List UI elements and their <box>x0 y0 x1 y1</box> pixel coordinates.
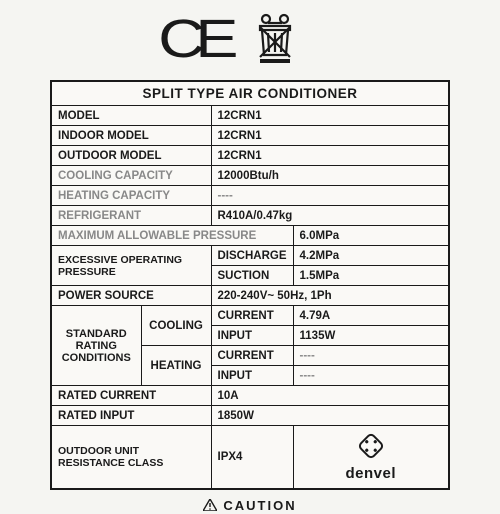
label-cell: MODEL <box>51 106 211 126</box>
table-row: COOLING CAPACITY 12000Btu/h <box>51 166 449 186</box>
label-cell: RATED INPUT <box>51 406 211 426</box>
value-cell: 4.2MPa <box>293 246 449 266</box>
label-cell: MAXIMUM ALLOWABLE PRESSURE <box>51 226 293 246</box>
sub-label-cell: CURRENT <box>211 306 293 326</box>
table-row: MAXIMUM ALLOWABLE PRESSURE 6.0MPa <box>51 226 449 246</box>
table-row: OUTDOOR UNIT RESISTANCE CLASS IPX4 <box>51 426 449 490</box>
value-cell: IPX4 <box>211 426 293 490</box>
label-cell: REFRIGERANT <box>51 206 211 226</box>
value-cell: 1850W <box>211 406 449 426</box>
value-cell: R410A/0.47kg <box>211 206 449 226</box>
label-cell: HEATING CAPACITY <box>51 186 211 206</box>
warning-icon <box>203 499 217 514</box>
label-cell: POWER SOURCE <box>51 286 211 306</box>
label-cell: RATED CURRENT <box>51 386 211 406</box>
table-row: INDOOR MODEL 12CRN1 <box>51 126 449 146</box>
table-row: HEATING CAPACITY ---- <box>51 186 449 206</box>
value-cell: 12CRN1 <box>211 126 449 146</box>
compliance-symbols: CE <box>164 8 295 70</box>
label-cell: OUTDOOR UNIT RESISTANCE CLASS <box>51 426 211 490</box>
table-row: OUTDOOR MODEL 12CRN1 <box>51 146 449 166</box>
value-cell: 220-240V~ 50Hz, 1Ph <box>211 286 449 306</box>
ce-mark-icon: CE <box>159 8 230 70</box>
spec-table: SPLIT TYPE AIR CONDITIONER MODEL 12CRN1 … <box>50 80 450 490</box>
table-row: EXCESSIVE OPERATING PRESSURE DISCHARGE 4… <box>51 246 449 266</box>
table-row: STANDARD RATING CONDITIONS COOLING CURRE… <box>51 306 449 326</box>
label-cell: STANDARD RATING CONDITIONS <box>51 306 141 386</box>
caution-footer: CAUTION <box>203 498 296 514</box>
sub-label-cell: DISCHARGE <box>211 246 293 266</box>
value-cell: 1135W <box>293 326 449 346</box>
value-cell: 12CRN1 <box>211 146 449 166</box>
label-cell: COOLING CAPACITY <box>51 166 211 186</box>
table-row: REFRIGERANT R410A/0.47kg <box>51 206 449 226</box>
value-cell: ---- <box>211 186 449 206</box>
sub-label-cell: HEATING <box>141 346 211 386</box>
table-row: POWER SOURCE 220-240V~ 50Hz, 1Ph <box>51 286 449 306</box>
sub-label-cell: INPUT <box>211 366 293 386</box>
value-cell: 4.79A <box>293 306 449 326</box>
value-cell: 12CRN1 <box>211 106 449 126</box>
brand-cell: denvel <box>293 426 449 490</box>
table-row: MODEL 12CRN1 <box>51 106 449 126</box>
table-row: RATED CURRENT 10A <box>51 386 449 406</box>
brand-logo-icon <box>357 432 385 463</box>
title-row: SPLIT TYPE AIR CONDITIONER <box>51 81 449 106</box>
value-cell: ---- <box>293 366 449 386</box>
value-cell: ---- <box>293 346 449 366</box>
value-cell: 1.5MPa <box>293 266 449 286</box>
spec-title: SPLIT TYPE AIR CONDITIONER <box>51 81 449 106</box>
label-cell: EXCESSIVE OPERATING PRESSURE <box>51 246 211 286</box>
label-cell: INDOOR MODEL <box>51 126 211 146</box>
value-cell: 6.0MPa <box>293 226 449 246</box>
sub-label-cell: CURRENT <box>211 346 293 366</box>
value-cell: 10A <box>211 386 449 406</box>
sub-label-cell: SUCTION <box>211 266 293 286</box>
caution-text: CAUTION <box>223 498 296 513</box>
brand-name: denvel <box>345 465 396 482</box>
value-cell: 12000Btu/h <box>211 166 449 186</box>
table-row: RATED INPUT 1850W <box>51 406 449 426</box>
weee-bin-icon <box>254 13 296 65</box>
sub-label-cell: INPUT <box>211 326 293 346</box>
label-cell: OUTDOOR MODEL <box>51 146 211 166</box>
sub-label-cell: COOLING <box>141 306 211 346</box>
